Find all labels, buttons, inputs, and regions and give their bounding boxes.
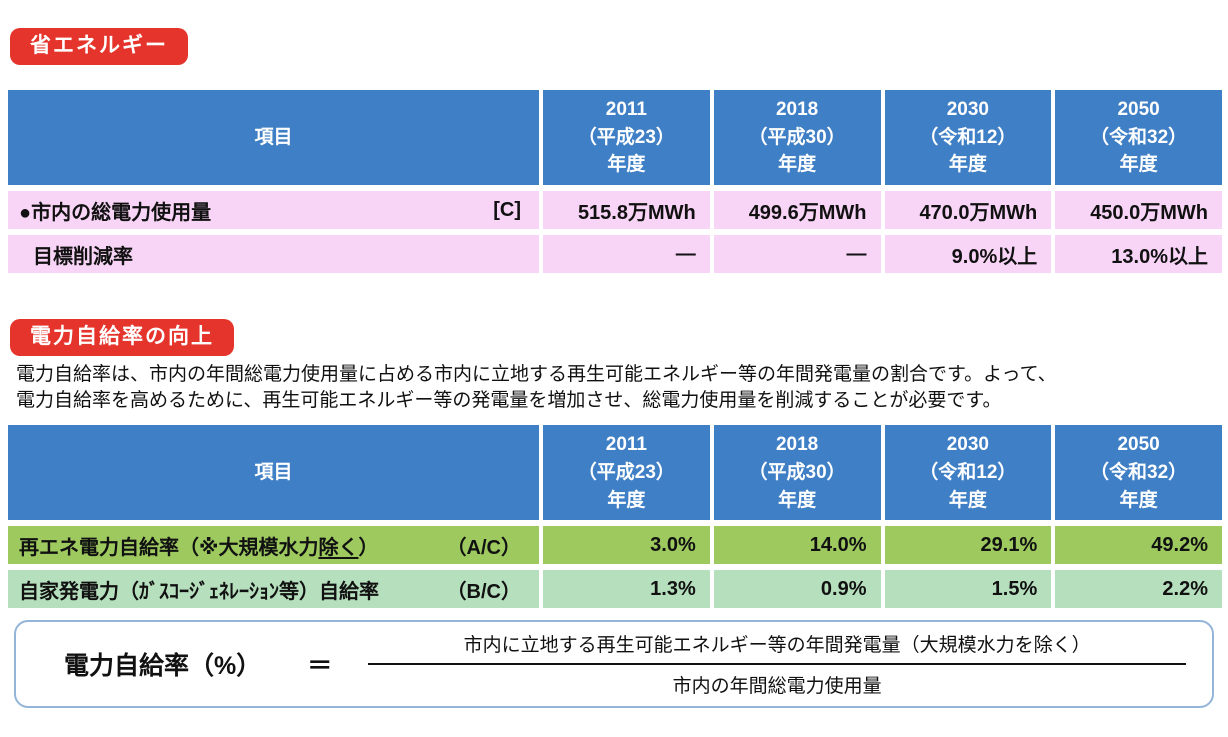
row-label: 自家発電力（ｶﾞｽｺｰｼﾞｪﾈﾚｰｼｮﾝ等）自給率 <box>19 580 379 603</box>
row-label: 再エネ電力自給率（※大規模水力除く） <box>19 536 379 559</box>
column-header-year-2050: 2050 （令和32） 年度 <box>1055 425 1222 521</box>
cell-value-2050: 13.0%以上 <box>1055 235 1222 273</box>
row-label-cell: ●市内の総電力使用量 [C] <box>8 191 539 229</box>
energy-saving-section-header: 省エネルギー <box>0 28 1228 65</box>
cell-value-2018: 14.0% <box>713 526 881 565</box>
description-line-1: 電力自給率は、市内の年間総電力使用量に占める市内に立地する再生可能エネルギー等の… <box>16 364 1057 385</box>
column-header-year-2050: 2050 （令和32） 年度 <box>1055 90 1222 185</box>
formula-lhs: 電力自給率（%） <box>64 652 262 681</box>
table-row-reduction-target: 目標削減率 ― ― 9.0%以上 13.0%以上 <box>8 235 1222 273</box>
cell-value-2011: 1.3% <box>543 570 710 609</box>
column-header-year-2011: 2011 （平成23） 年度 <box>543 425 710 521</box>
row-label-cell: 目標削減率 <box>8 235 539 273</box>
column-header-year-2018: 2018 （平成30） 年度 <box>713 90 881 185</box>
row-code: [C] <box>493 198 521 221</box>
cell-value-2011: ― <box>543 235 710 273</box>
cell-value-2030: 470.0万MWh <box>884 191 1052 229</box>
table-row-private-generation-self-sufficiency: 自家発電力（ｶﾞｽｺｰｼﾞｪﾈﾚｰｼｮﾝ等）自給率 （B/C） 1.3% 0.9… <box>8 570 1222 609</box>
cell-value-2030: 9.0%以上 <box>884 235 1052 273</box>
cell-value-2018: 0.9% <box>713 570 881 609</box>
column-header-year-2011: 2011 （平成23） 年度 <box>543 90 710 185</box>
row-code: （A/C） <box>446 536 521 559</box>
energy-saving-table-header-row: 項目 2011 （平成23） 年度 2018 （平成30） 年度 2030 （令… <box>8 90 1222 185</box>
formula-numerator: 市内に立地する再生可能エネルギー等の年間発電量（大規模水力を除く） <box>368 630 1186 666</box>
cell-value-2018: ― <box>713 235 881 273</box>
row-code: （B/C） <box>446 580 521 603</box>
cell-value-2050: 2.2% <box>1055 570 1222 609</box>
cell-value-2018: 499.6万MWh <box>713 191 881 229</box>
row-label: ●市内の総電力使用量 <box>19 201 212 224</box>
page: 省エネルギー 項目 2011 （平成23） 年度 2018 （平成30） 年度 … <box>0 28 1228 737</box>
column-header-item: 項目 <box>8 90 539 185</box>
table-row-total-electricity: ●市内の総電力使用量 [C] 515.8万MWh 499.6万MWh 470.0… <box>8 191 1222 229</box>
row-label-cell: 自家発電力（ｶﾞｽｺｰｼﾞｪﾈﾚｰｼｮﾝ等）自給率 （B/C） <box>8 570 539 609</box>
row-label-cell: 再エネ電力自給率（※大規模水力除く） （A/C） <box>8 526 539 565</box>
self-sufficiency-table-header-row: 項目 2011 （平成23） 年度 2018 （平成30） 年度 2030 （令… <box>8 425 1222 521</box>
energy-saving-badge: 省エネルギー <box>10 28 188 65</box>
column-header-year-2030: 2030 （令和12） 年度 <box>884 425 1052 521</box>
cell-value-2050: 450.0万MWh <box>1055 191 1222 229</box>
cell-value-2050: 49.2% <box>1055 526 1222 565</box>
column-header-item: 項目 <box>8 425 539 521</box>
formula-fraction: 市内に立地する再生可能エネルギー等の年間発電量（大規模水力を除く） 市内の年間総… <box>368 630 1186 698</box>
self-sufficiency-description: 電力自給率は、市内の年間総電力使用量に占める市内に立地する再生可能エネルギー等の… <box>16 362 1228 413</box>
description-line-2: 電力自給率を高めるために、再生可能エネルギー等の発電量を増加させ、総電力使用量を… <box>16 389 1002 411</box>
energy-saving-table: 項目 2011 （平成23） 年度 2018 （平成30） 年度 2030 （令… <box>8 90 1222 273</box>
column-header-year-2030: 2030 （令和12） 年度 <box>884 90 1052 185</box>
self-sufficiency-table: 項目 2011 （平成23） 年度 2018 （平成30） 年度 2030 （令… <box>8 425 1222 609</box>
formula-equals-sign: ＝ <box>307 652 333 681</box>
formula-denominator: 市内の年間総電力使用量 <box>672 676 882 698</box>
column-header-year-2018: 2018 （平成30） 年度 <box>713 425 881 521</box>
table-row-renewable-self-sufficiency: 再エネ電力自給率（※大規模水力除く） （A/C） 3.0% 14.0% 29.1… <box>8 526 1222 565</box>
cell-value-2030: 1.5% <box>884 570 1052 609</box>
cell-value-2030: 29.1% <box>884 526 1052 565</box>
cell-value-2011: 515.8万MWh <box>543 191 710 229</box>
row-label: 目標削減率 <box>33 245 133 268</box>
self-sufficiency-badge: 電力自給率の向上 <box>10 319 234 356</box>
self-sufficiency-section-header: 電力自給率の向上 <box>0 319 1228 356</box>
self-sufficiency-formula-box: 電力自給率（%） ＝ 市内に立地する再生可能エネルギー等の年間発電量（大規模水力… <box>14 620 1214 709</box>
cell-value-2011: 3.0% <box>543 526 710 565</box>
